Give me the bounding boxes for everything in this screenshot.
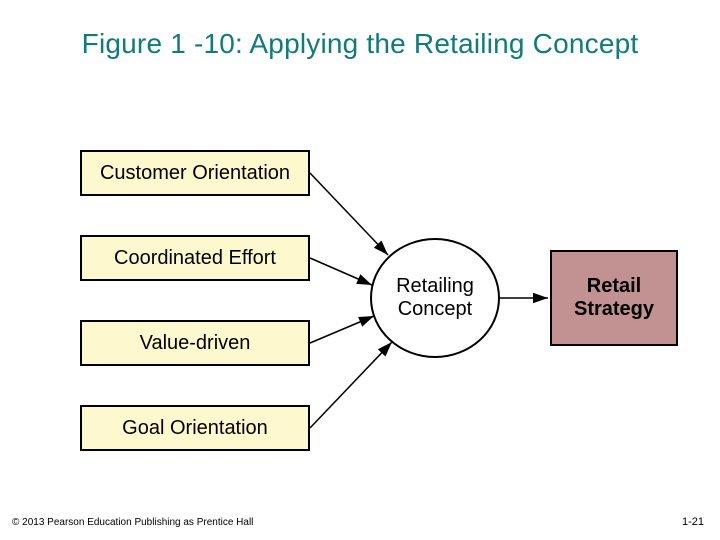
arrow-3 (310, 342, 392, 428)
input-box-label-3: Goal Orientation (122, 417, 268, 440)
arrow-1 (310, 258, 372, 285)
retailing-concept-ellipse: Retailing Concept (370, 238, 500, 358)
input-box-0: Customer Orientation (80, 150, 310, 196)
arrow-0 (310, 173, 388, 255)
input-box-2: Value-driven (80, 320, 310, 366)
input-box-1: Coordinated Effort (80, 235, 310, 281)
input-box-3: Goal Orientation (80, 405, 310, 451)
page-number: 1-21 (682, 516, 704, 528)
figure-title: Figure 1 -10: Applying the Retailing Con… (0, 28, 720, 60)
input-box-label-2: Value-driven (140, 332, 251, 355)
arrow-2 (310, 316, 374, 343)
slide: Figure 1 -10: Applying the Retailing Con… (0, 0, 720, 540)
ellipse-label: Retailing Concept (396, 275, 474, 321)
input-box-label-1: Coordinated Effort (114, 247, 276, 270)
retail-strategy-box: Retail Strategy (550, 250, 678, 346)
copyright-text: © 2013 Pearson Education Publishing as P… (12, 517, 253, 528)
input-box-label-0: Customer Orientation (100, 162, 290, 185)
right-box-label: Retail Strategy (574, 275, 654, 321)
